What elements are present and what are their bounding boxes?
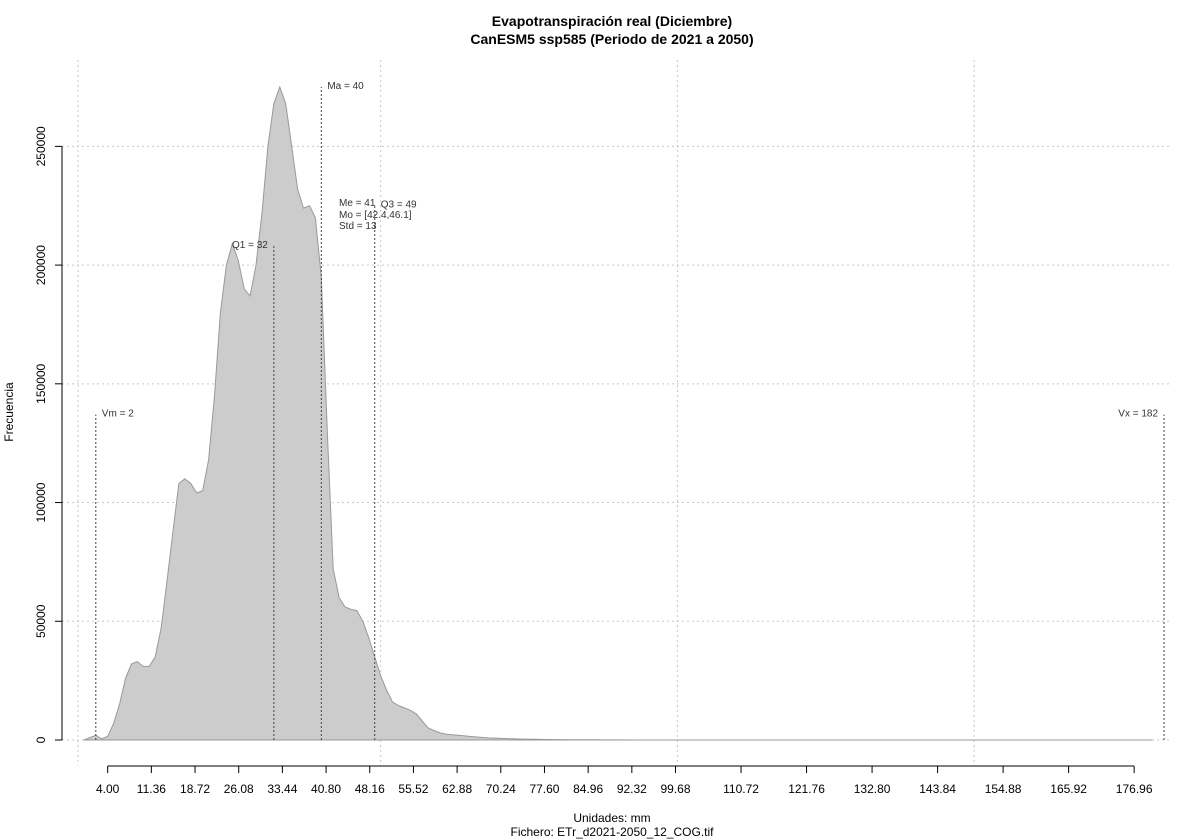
x-tick-label: 62.88 — [442, 782, 472, 796]
x-tick-label: 154.88 — [985, 782, 1022, 796]
reference-line-label: Vm = 2 — [102, 409, 134, 420]
x-tick-label: 77.60 — [529, 782, 559, 796]
y-axis-title: Frecuencia — [2, 382, 16, 442]
x-tick-label: 143.84 — [919, 782, 956, 796]
x-tick-label: 11.36 — [137, 782, 166, 796]
stat-std: Std = 13 — [339, 221, 377, 232]
x-tick-label: 132.80 — [854, 782, 891, 796]
reference-line-label: Vx = 182 — [1118, 409, 1158, 420]
chart-title: Evapotranspiración real (Diciembre) — [492, 13, 732, 29]
y-tick-label: 250000 — [34, 126, 48, 166]
x-tick-label: 176.96 — [1116, 782, 1153, 796]
reference-line-label: Ma = 40 — [327, 81, 364, 92]
x-tick-label: 48.16 — [355, 782, 385, 796]
density-area — [83, 85, 1153, 741]
y-axis: 0 50000 100000 150000 200000 250000 — [34, 126, 63, 743]
footer-filename: Fichero: ETr_d2021-2050_12_COG.tif — [511, 825, 715, 839]
x-tick-label: 26.08 — [224, 782, 254, 796]
x-tick-label: 121.76 — [788, 782, 825, 796]
stat-mode: Mo = [42.4,46.1] — [339, 210, 412, 221]
x-tick-label: 33.44 — [267, 782, 297, 796]
y-tick-label: 50000 — [34, 604, 48, 638]
x-tick-label: 165.92 — [1050, 782, 1087, 796]
x-tick-label: 92.32 — [617, 782, 647, 796]
x-tick-label: 110.72 — [723, 782, 759, 796]
reference-lines — [95, 87, 1165, 740]
x-tick-label: 55.52 — [398, 782, 428, 796]
annotations: Vm = 2 Q1 = 32 Ma = 40 Q3 = 49 Vx = 182 — [102, 81, 1159, 420]
x-tick-label: 99.68 — [660, 782, 690, 796]
y-tick-label: 150000 — [34, 363, 48, 403]
x-axis: 4.00 11.36 18.72 26.08 33.44 40.80 48.16 55.52 6… — [96, 765, 1153, 796]
y-tick-label: 0 — [34, 736, 48, 743]
x-tick-label: 70.24 — [486, 782, 516, 796]
x-tick-label: 4.00 — [96, 782, 120, 796]
y-tick-label: 200000 — [34, 245, 48, 285]
x-tick-label: 40.80 — [311, 782, 341, 796]
reference-line-label: Q3 = 49 — [381, 200, 417, 211]
x-tick-label: 18.72 — [180, 782, 210, 796]
plot-area — [83, 85, 1153, 741]
stat-median: Me = 41 — [339, 198, 376, 209]
y-tick-label: 100000 — [34, 482, 48, 522]
x-tick-label: 84.96 — [573, 782, 603, 796]
x-axis-title: Unidades: mm — [573, 811, 650, 825]
reference-line-label: Q1 = 32 — [232, 240, 268, 251]
chart-subtitle: CanESM5 ssp585 (Periodo de 2021 a 2050) — [470, 31, 753, 47]
